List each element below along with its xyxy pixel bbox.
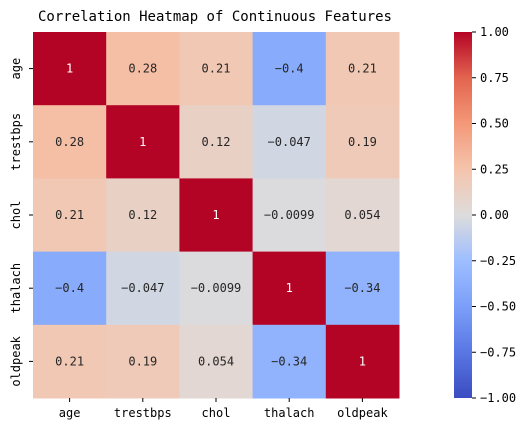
y-tick-label: age [9,58,23,80]
x-tick-label: oldpeak [337,406,388,420]
heatmap-cell [325,251,400,326]
y-tick-label: trestbps [9,113,23,171]
heatmap-cell [325,324,400,399]
heatmap-cell [33,251,107,326]
heatmap-cell [252,251,327,326]
heatmap-cell [252,324,327,399]
colorbar-tick-label: 0.25 [480,162,509,176]
heatmap-cell [179,32,254,106]
cell-value-label: 1 [359,354,366,368]
cell-value-label: 1 [139,135,146,149]
cell-value-label: −0.0099 [191,281,242,295]
heatmap-cell [33,32,107,106]
x-tick-label: trestbps [114,406,172,420]
heatmap-cell [106,178,180,253]
colorbar-tick-label: 0.00 [480,208,509,222]
y-axis-ticks: age trestbps chol thalach oldpeak [9,58,33,387]
heatmap-cell [106,324,180,399]
colorbar-tick-label: −1.00 [480,391,516,405]
cell-value-label: −0.047 [268,135,311,149]
cell-value-label: 1 [212,208,219,222]
cell-value-label: −0.34 [344,281,380,295]
heatmap-cell [252,178,327,253]
cell-value-label: 1 [286,281,293,295]
colorbar-ticks: 1.00 0.75 0.50 0.25 0.00 −0.25 −0.50 −0.75 −1.00 [472,25,516,405]
x-tick-label: chol [202,406,231,420]
cell-value-label: 0.21 [348,62,377,76]
y-tick-label: chol [9,201,23,230]
x-tick-label: age [59,406,81,420]
colorbar-tick-label: 1.00 [480,25,509,39]
colorbar-tick-label: −0.50 [480,300,516,314]
heatmap-cell [106,32,180,106]
cell-value-label: 0.054 [344,208,380,222]
cell-value-label: 0.12 [202,135,231,149]
heatmap-cell [252,32,327,106]
colorbar-tick-label: 0.50 [480,117,509,131]
heatmap-cell [106,251,180,326]
cell-value-label: −0.4 [55,281,84,295]
heatmap-cell [179,105,254,179]
colorbar-tick-label: −0.75 [480,345,516,359]
cell-value-label: −0.0099 [264,208,315,222]
cell-value-label: 0.12 [128,208,157,222]
cell-value-label: 0.21 [55,354,84,368]
cell-value-label: 0.19 [348,135,377,149]
heatmap-cell [325,105,400,179]
heatmap-cell [179,178,254,253]
heatmap-cell [179,251,254,326]
heatmap-cell-labels: 1 0.28 0.21 −0.4 0.21 0.28 1 0.12 −0.047 0.19 0.21… [55,62,380,369]
cell-value-label: −0.34 [271,354,307,368]
y-tick-label: thalach [9,263,23,314]
heatmap-cell [33,105,107,179]
heatmap-cell [252,105,327,179]
heatmap-cells [33,32,400,399]
x-tick-label: thalach [264,406,315,420]
cell-value-label: 1 [66,62,73,76]
heatmap-cell [179,324,254,399]
colorbar [454,32,472,398]
chart-title: Correlation Heatmap of Continuous Featur… [38,9,392,25]
cell-value-label: 0.21 [202,62,231,76]
heatmap-cell [325,32,400,106]
cell-value-label: −0.047 [121,281,164,295]
cell-value-label: 0.054 [198,354,234,368]
heatmap-cell [33,178,107,253]
x-axis-ticks: age trestbps chol thalach oldpeak [59,398,388,420]
heatmap-cell [33,324,107,399]
colorbar-tick-label: −0.25 [480,254,516,268]
cell-value-label: 0.19 [128,354,157,368]
y-tick-label: oldpeak [9,335,23,386]
cell-value-label: 0.21 [55,208,84,222]
heatmap-cell [106,105,180,179]
cell-value-label: 0.28 [128,62,157,76]
heatmap-cell [325,178,400,253]
cell-value-label: −0.4 [275,62,304,76]
cell-value-label: 0.28 [55,135,84,149]
colorbar-tick-label: 0.75 [480,71,509,85]
